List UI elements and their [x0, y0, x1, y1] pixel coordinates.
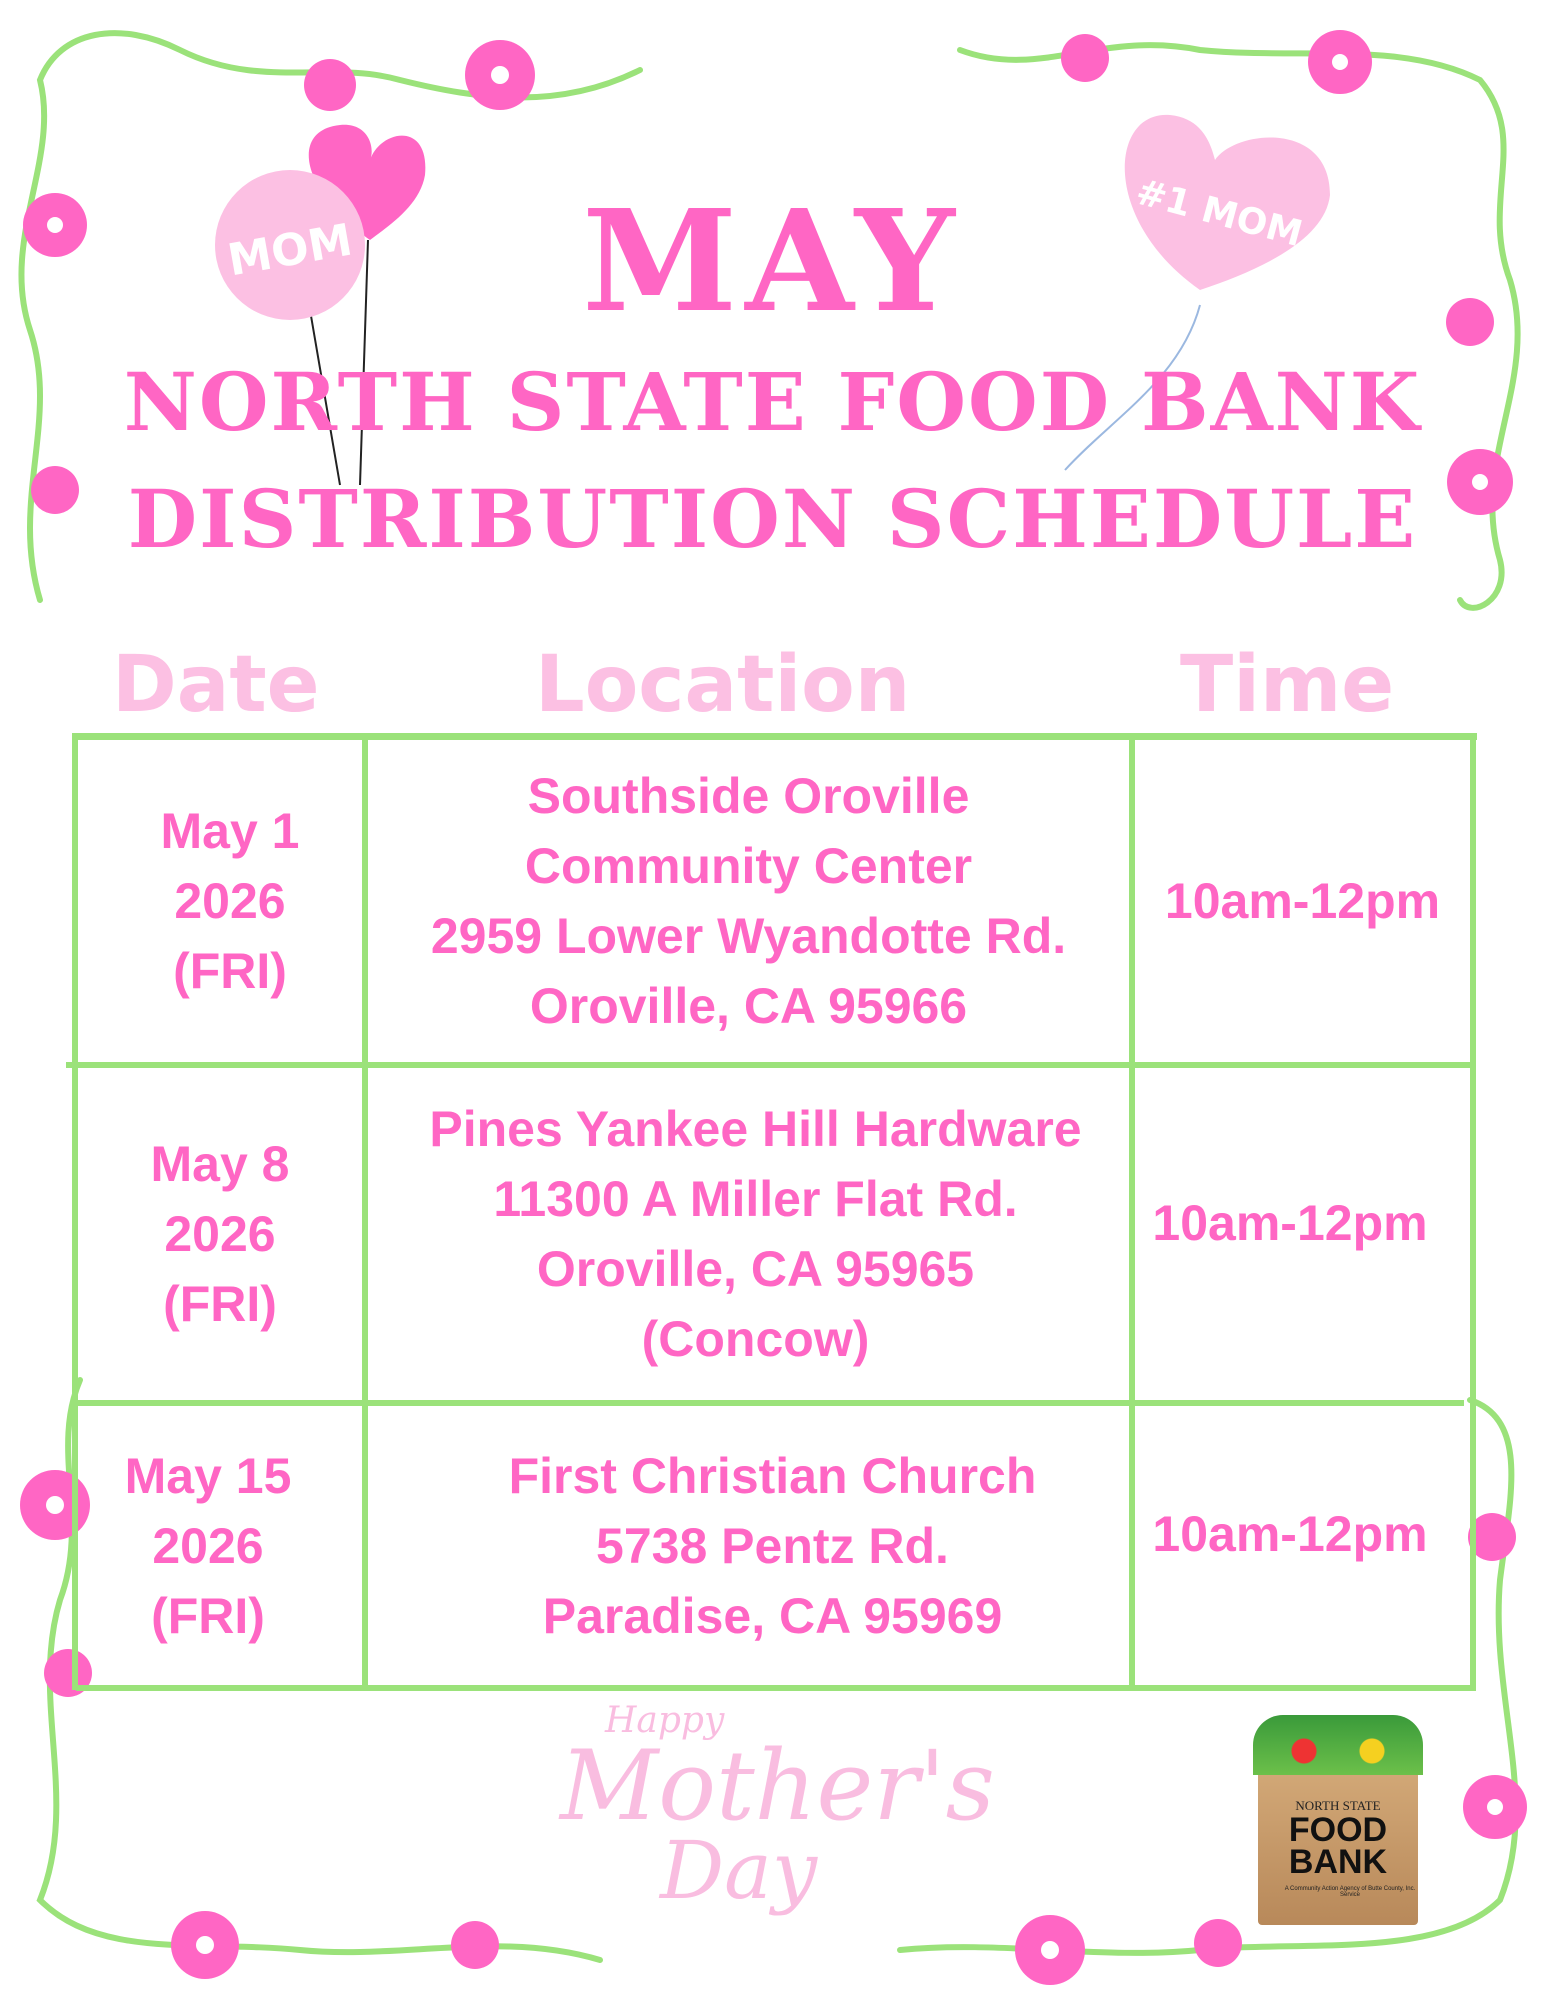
- column-header-location: Location: [535, 640, 911, 730]
- row-divider: [66, 1062, 1476, 1068]
- row-2-location: Pines Yankee Hill Hardware 11300 A Miller…: [429, 1101, 1082, 1367]
- mothers-day-greeting: Happy Mother's Day: [560, 1700, 995, 1917]
- row-3-date: May 15 2026 (FRI): [124, 1448, 292, 1644]
- column-header-date: Date: [112, 640, 320, 730]
- column-divider: [362, 735, 368, 1690]
- column-header-time: Time: [1180, 640, 1395, 730]
- row-3-location: First Christian Church 5738 Pentz Rd. Para…: [508, 1448, 1037, 1644]
- schedule-title: DISTRIBUTION SCHEDULE: [127, 472, 1418, 566]
- balloon-left: MOM: [215, 124, 426, 486]
- row-1-time: 10am-12pm: [1164, 873, 1441, 929]
- table-border: [72, 735, 78, 1690]
- row-1-location: Southside Oroville Community Center 2959 L…: [430, 768, 1067, 1034]
- row-1-date: May 1 2026 (FRI): [160, 803, 300, 999]
- food-bank-logo: NORTH STATE FOOD BANK A Community Action…: [1253, 1715, 1423, 1925]
- row-2-time: 10am-12pm: [1152, 1195, 1428, 1251]
- month-title: MAY: [582, 180, 963, 344]
- row-2-date: May 8 2026 (FRI): [150, 1136, 290, 1332]
- vegetables-icon: [1253, 1715, 1423, 1775]
- balloon-right: #1 MOM: [1064, 114, 1330, 471]
- table-border: [72, 733, 1477, 740]
- column-divider: [1129, 740, 1135, 1690]
- row-divider: [72, 1400, 1464, 1406]
- table-border: [1470, 735, 1476, 1690]
- table-border: [76, 1685, 1476, 1691]
- row-3-time: 10am-12pm: [1152, 1505, 1428, 1562]
- org-title: NORTH STATE FOOD BANK: [123, 355, 1422, 449]
